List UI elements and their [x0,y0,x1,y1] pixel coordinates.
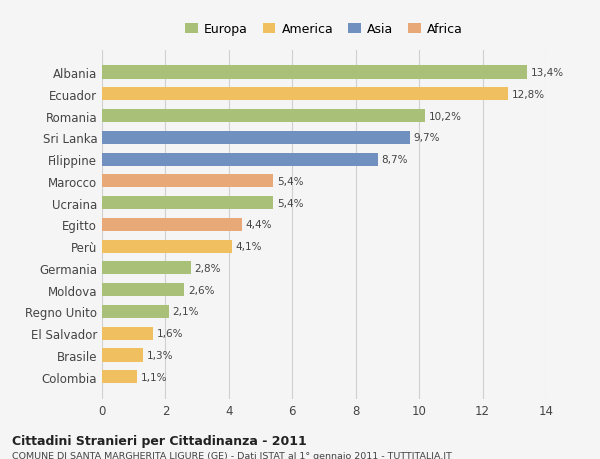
Text: COMUNE DI SANTA MARGHERITA LIGURE (GE) - Dati ISTAT al 1° gennaio 2011 - TUTTITA: COMUNE DI SANTA MARGHERITA LIGURE (GE) -… [12,451,452,459]
Bar [102,284,184,297]
Text: 4,1%: 4,1% [236,241,262,252]
Text: 13,4%: 13,4% [531,68,564,78]
Text: 12,8%: 12,8% [512,90,545,100]
Bar [102,349,143,362]
Bar [102,370,137,383]
Bar [102,327,153,340]
Bar [102,218,242,231]
Bar [102,132,410,145]
Bar [102,305,169,318]
Bar [102,67,527,79]
Text: 8,7%: 8,7% [382,155,408,165]
Text: 1,1%: 1,1% [140,372,167,382]
Text: 5,4%: 5,4% [277,198,304,208]
Text: 2,8%: 2,8% [194,263,221,274]
Text: Cittadini Stranieri per Cittadinanza - 2011: Cittadini Stranieri per Cittadinanza - 2… [12,434,307,447]
Text: 9,7%: 9,7% [413,133,440,143]
Text: 5,4%: 5,4% [277,176,304,186]
Text: 1,6%: 1,6% [157,329,183,338]
Legend: Europa, America, Asia, Africa: Europa, America, Asia, Africa [180,18,468,41]
Text: 2,1%: 2,1% [172,307,199,317]
Text: 4,4%: 4,4% [245,220,272,230]
Text: 1,3%: 1,3% [147,350,173,360]
Bar [102,88,508,101]
Text: 10,2%: 10,2% [429,112,462,121]
Bar [102,175,273,188]
Bar [102,110,425,123]
Bar [102,240,232,253]
Text: 2,6%: 2,6% [188,285,215,295]
Bar [102,196,273,210]
Bar [102,262,191,275]
Bar [102,153,378,166]
